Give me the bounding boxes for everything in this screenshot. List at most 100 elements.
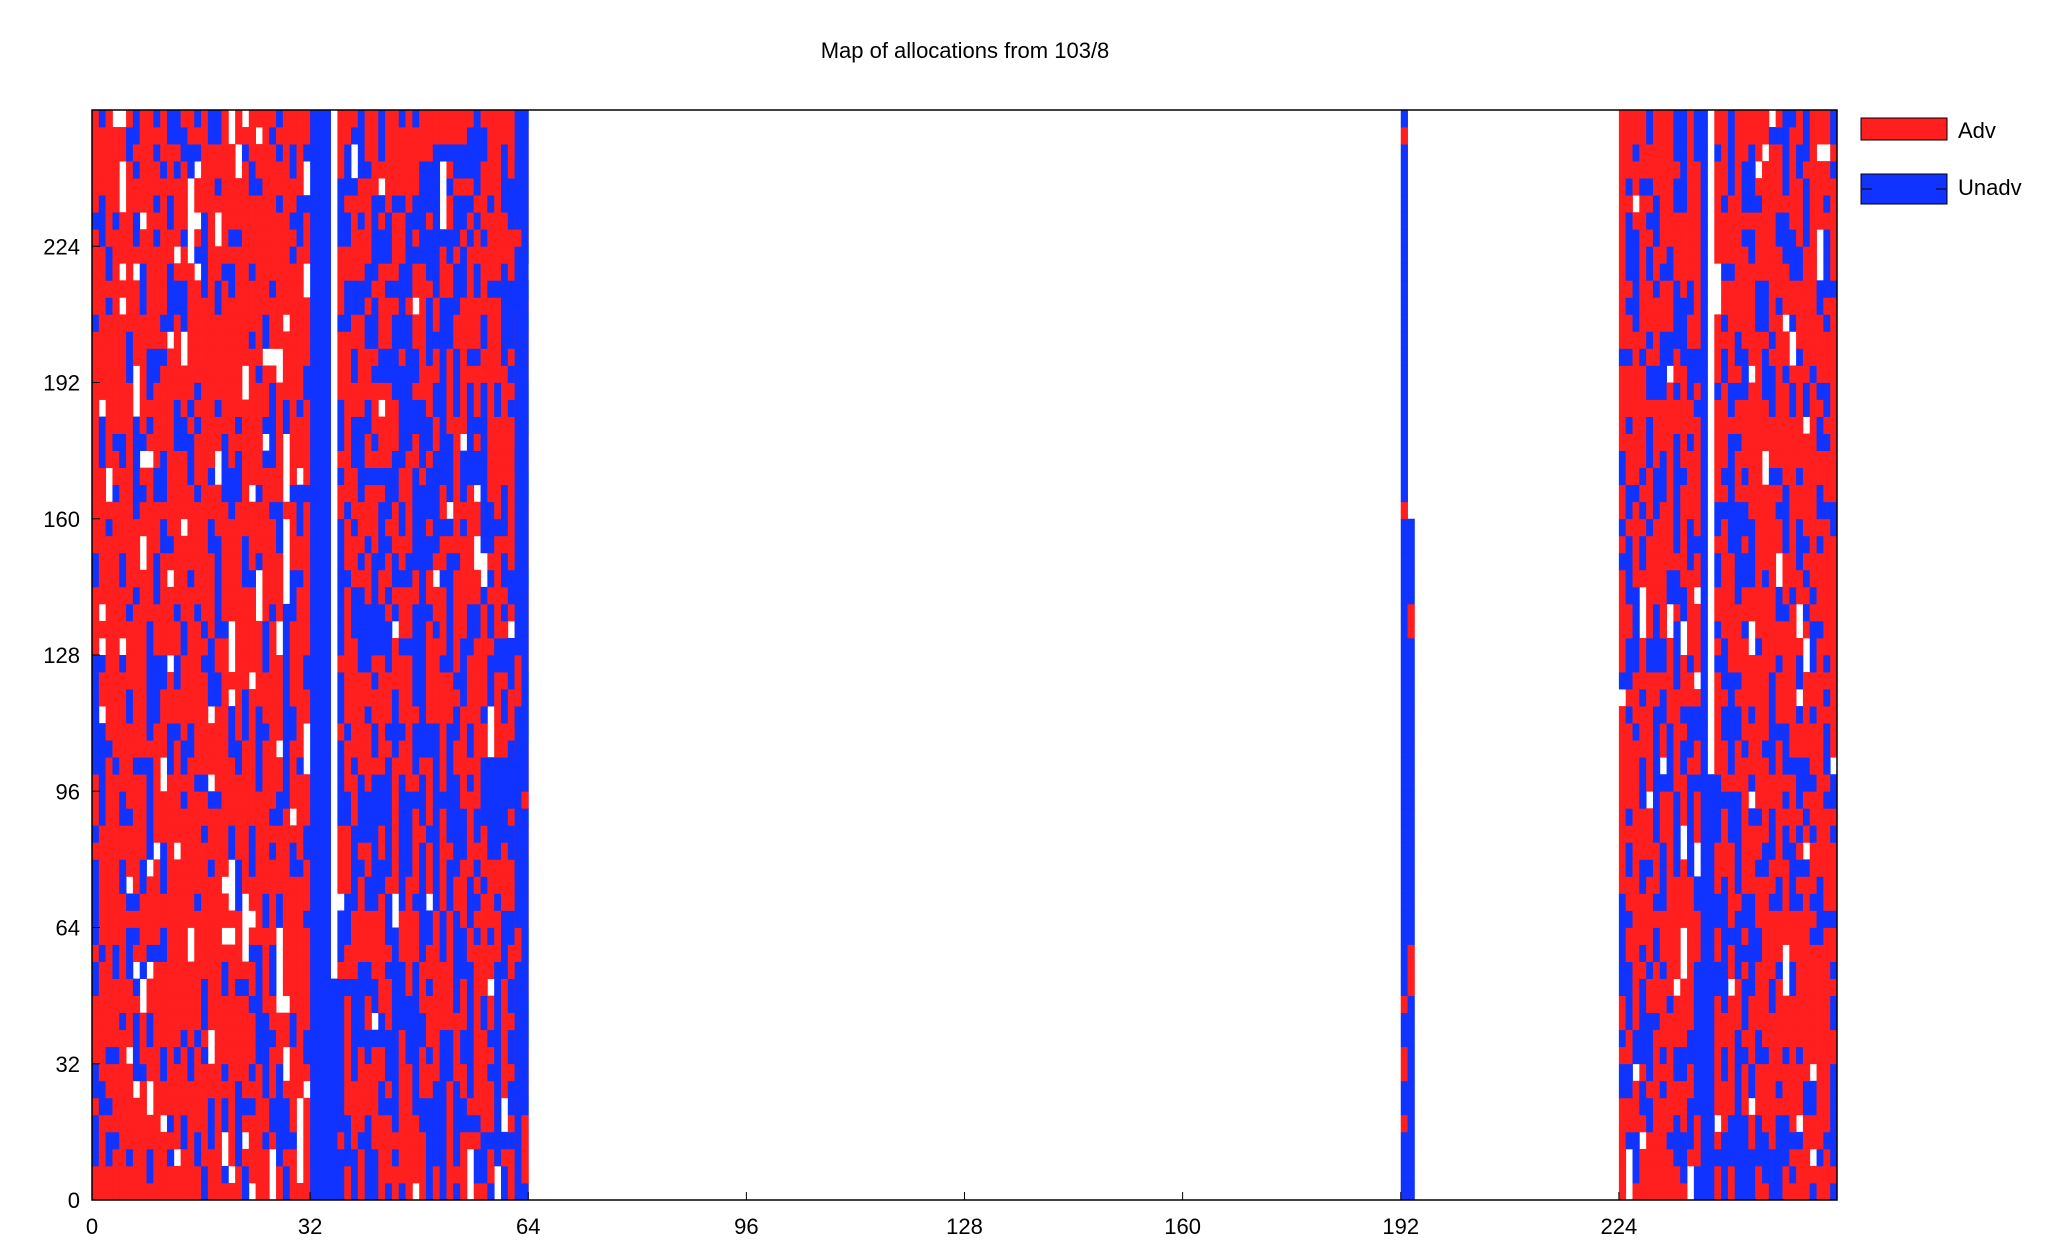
heatmap-cell [371,195,379,213]
heatmap-cell [276,791,284,809]
heatmap-cell [160,842,168,860]
heatmap-cell [1625,859,1633,877]
heatmap-cell [453,1063,461,1082]
heatmap-cell [1693,961,1702,979]
heatmap-cell [364,348,372,366]
heatmap-cell [378,740,386,758]
heatmap-cell [378,1097,386,1116]
heatmap-cell [160,399,168,417]
heatmap-cell [460,450,468,469]
heatmap-cell [446,1080,454,1099]
heatmap-cell [521,161,529,179]
heatmap-cell [514,246,522,264]
heatmap-cell [126,1097,134,1116]
heatmap-cell [473,450,481,469]
heatmap-cell [446,689,454,707]
heatmap-cell [248,246,256,264]
heatmap-cell [1687,297,1695,315]
heatmap-cell [105,1063,113,1082]
heatmap-cell [146,586,154,605]
heatmap-cell [1632,501,1640,520]
heatmap-cell [405,110,413,128]
heatmap-cell [214,774,222,792]
heatmap-cell [276,1063,284,1082]
heatmap-cell [351,706,359,724]
heatmap-cell [1673,927,1681,945]
heatmap-cell [112,808,120,826]
heatmap-cell [487,893,495,911]
heatmap-cell [357,723,366,741]
heatmap-cell [166,518,175,537]
heatmap-cell [282,672,291,690]
heatmap-cell [426,1029,434,1048]
heatmap-cell [1693,467,1702,486]
heatmap-cell [1673,1114,1681,1133]
heatmap-cell [98,501,107,520]
heatmap-cell [262,467,270,486]
heatmap-cell [521,518,529,537]
heatmap-cell [105,1046,113,1065]
heatmap-cell [405,961,413,979]
heatmap-cell [289,501,297,520]
heatmap-cell [316,467,325,486]
heatmap-cell [248,501,256,520]
heatmap-cell [466,825,475,843]
heatmap-cell [180,655,188,673]
heatmap-cell [166,1148,175,1167]
heatmap-cell [303,1148,311,1167]
heatmap-cell [357,927,366,945]
heatmap-cell [235,348,243,366]
heatmap-cell [1659,127,1667,145]
heatmap-cell [119,825,127,843]
heatmap-cell [1652,1080,1661,1099]
heatmap-cell [419,1148,427,1167]
heatmap-cell [153,859,161,877]
heatmap-cell [1673,416,1681,434]
heatmap-cell [351,1165,359,1184]
heatmap-cell [173,672,182,690]
heatmap-cell [323,535,331,554]
heatmap-cell [153,178,161,196]
heatmap-cell [180,586,188,605]
heatmap-cell [146,144,154,162]
heatmap-cell [1659,178,1667,196]
heatmap-cell [378,586,386,605]
heatmap-cell [146,689,154,707]
heatmap-cell [310,263,318,281]
heatmap-cell [371,893,379,911]
heatmap-cell [105,961,113,979]
heatmap-cell [214,655,222,673]
heatmap-cell [126,365,134,383]
heatmap-cell [146,1063,154,1082]
heatmap-cell [405,689,413,707]
heatmap-cell [1693,552,1702,571]
heatmap-cell [146,569,154,588]
heatmap-cell [426,774,434,792]
heatmap-cell [282,1182,291,1201]
heatmap-cell [1714,416,1722,434]
heatmap-cell [337,195,345,213]
heatmap-cell [1714,450,1722,469]
heatmap-cell [194,1080,202,1099]
heatmap-cell [1700,535,1708,554]
heatmap-cell [473,672,481,690]
heatmap-cell [276,195,284,213]
heatmap-cell [460,961,468,979]
heatmap-cell [412,1165,420,1184]
heatmap-cell [235,501,243,520]
heatmap-cell [1687,672,1695,690]
heatmap-cell [351,655,359,673]
heatmap-cell [391,246,400,264]
heatmap-cell [391,1182,400,1201]
heatmap-cell [173,620,182,639]
heatmap-cell [514,842,522,860]
heatmap-cell [248,450,256,469]
heatmap-cell [269,416,277,434]
heatmap-cell [194,365,202,383]
heatmap-cell [262,893,270,911]
heatmap-cell [344,655,352,673]
heatmap-cell [269,655,277,673]
heatmap-cell [289,1165,297,1184]
heatmap-cell [201,689,209,707]
heatmap-cell [153,552,161,571]
